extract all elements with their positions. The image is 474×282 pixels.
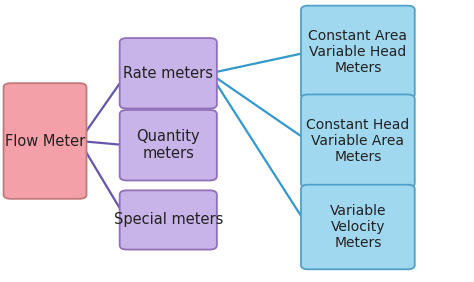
FancyBboxPatch shape <box>4 83 86 199</box>
Text: Variable
Velocity
Meters: Variable Velocity Meters <box>329 204 386 250</box>
FancyBboxPatch shape <box>301 6 415 99</box>
Text: Rate meters: Rate meters <box>123 66 213 81</box>
Text: Constant Head
Variable Area
Meters: Constant Head Variable Area Meters <box>306 118 410 164</box>
Text: Special meters: Special meters <box>114 212 223 228</box>
FancyBboxPatch shape <box>301 94 415 188</box>
Text: Quantity
meters: Quantity meters <box>137 129 200 161</box>
FancyBboxPatch shape <box>119 38 217 109</box>
FancyBboxPatch shape <box>119 110 217 180</box>
FancyBboxPatch shape <box>119 190 217 250</box>
Text: Constant Area
Variable Head
Meters: Constant Area Variable Head Meters <box>309 29 407 75</box>
Text: Flow Meter: Flow Meter <box>5 133 85 149</box>
FancyBboxPatch shape <box>301 185 415 269</box>
